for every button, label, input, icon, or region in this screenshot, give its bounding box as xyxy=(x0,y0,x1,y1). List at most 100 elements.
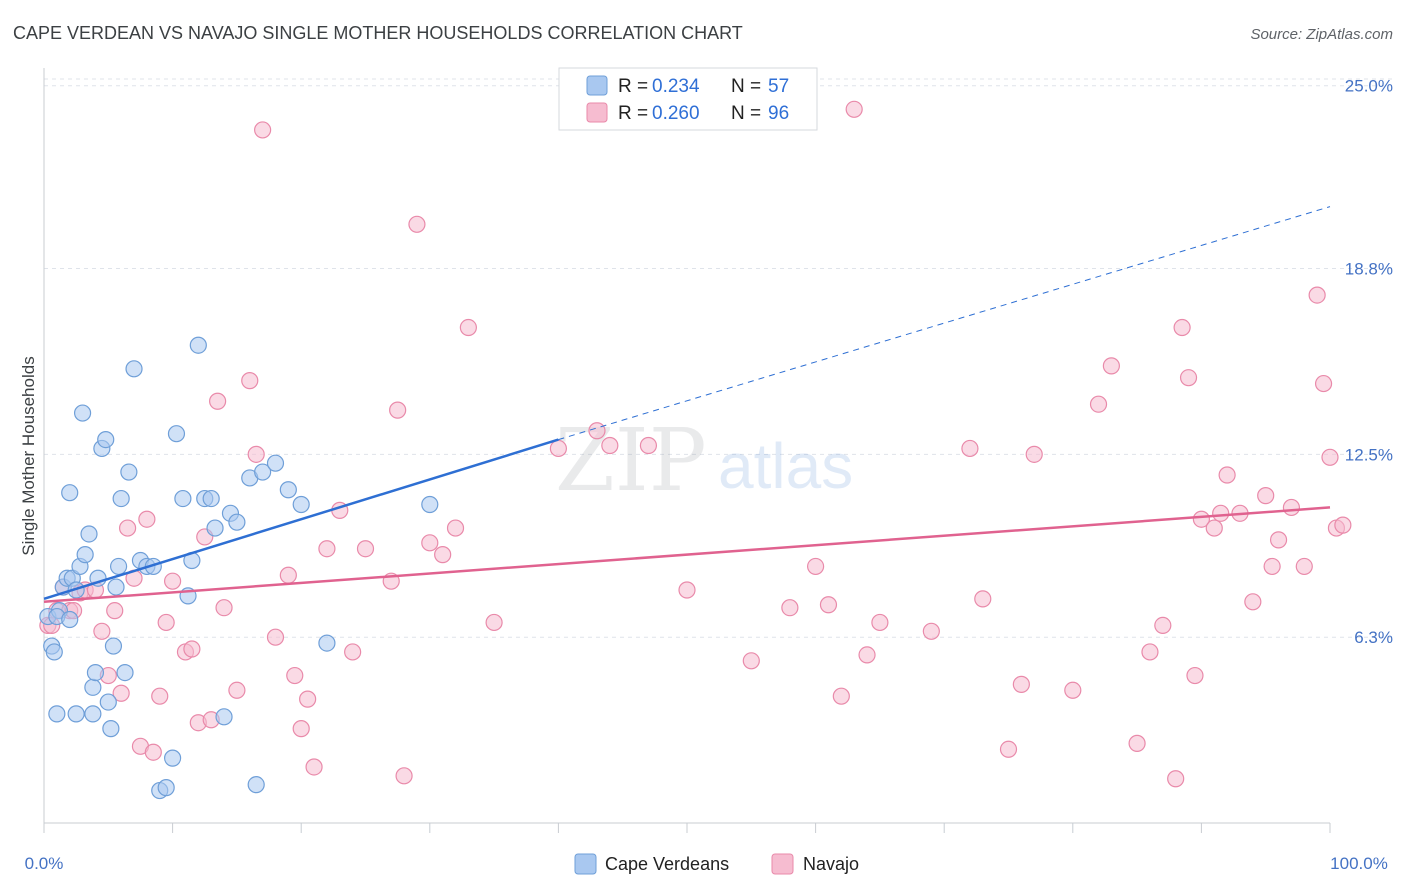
cape-verdean-point-38 xyxy=(167,425,186,443)
navajo-point-22 xyxy=(183,640,201,658)
legend-box: R = 0.234 N = 57 R = 0.260 N = 96 xyxy=(558,67,818,131)
trend-lines xyxy=(43,206,1331,604)
legend-n-value-navajo: 96 xyxy=(768,103,789,124)
navajo-point-47 xyxy=(434,546,452,564)
navajo-point-67 xyxy=(999,740,1018,758)
navajo-point-62 xyxy=(858,646,876,664)
navajo-point-27 xyxy=(215,599,233,617)
navajo-point-46 xyxy=(421,534,439,552)
navajo-point-45 xyxy=(408,215,426,233)
navajo-point-80 xyxy=(1192,510,1211,528)
cape-verdean-point-27 xyxy=(109,557,128,576)
navajo-point-18 xyxy=(151,687,169,705)
navajo-point-41 xyxy=(356,540,375,558)
cape-verdean-point-48 xyxy=(228,513,246,531)
navajo-point-20 xyxy=(164,572,182,590)
cape-verdean-point-2 xyxy=(45,643,63,661)
navajo-point-74 xyxy=(1141,643,1159,661)
navajo-point-36 xyxy=(299,690,317,708)
bottom-legend: Cape Verdeans Navajo xyxy=(574,853,859,875)
cape-verdean-trend-line xyxy=(43,438,559,601)
navajo-point-29 xyxy=(241,372,259,390)
cape-verdean-points xyxy=(39,336,439,800)
navajo-point-75 xyxy=(1154,616,1172,635)
navajo-point-72 xyxy=(1102,357,1120,375)
navajo-point-30 xyxy=(247,445,265,463)
cape-verdean-point-16 xyxy=(86,663,105,682)
y-tick-label-2: 18.8% xyxy=(1345,260,1393,279)
navajo-point-64 xyxy=(922,622,940,640)
navajo-point-55 xyxy=(678,581,696,599)
cape-verdean-point-37 xyxy=(164,749,182,767)
y-tick-label-0: 6.3% xyxy=(1354,628,1393,647)
cape-verdean-point-24 xyxy=(102,720,120,738)
cape-verdean-point-25 xyxy=(104,637,123,655)
navajo-point-19 xyxy=(157,613,175,632)
navajo-point-53 xyxy=(601,436,619,455)
navajo-trend-line xyxy=(43,506,1331,604)
legend-n-label-navajo: N = xyxy=(731,103,761,124)
legend-swatch-navajo xyxy=(586,102,608,123)
cape-verdean-trend-extension xyxy=(558,206,1331,441)
navajo-point-34 xyxy=(286,666,304,685)
navajo-point-81 xyxy=(1205,519,1223,537)
cape-verdean-point-45 xyxy=(206,519,224,537)
navajo-point-78 xyxy=(1179,369,1198,387)
navajo-point-51 xyxy=(549,439,568,458)
navajo-point-79 xyxy=(1186,666,1204,685)
navajo-point-48 xyxy=(446,519,465,537)
bottom-legend-swatch-navajo xyxy=(771,853,794,875)
navajo-point-77 xyxy=(1173,318,1191,337)
cape-verdean-point-30 xyxy=(120,463,138,481)
navajo-point-44 xyxy=(395,767,413,785)
bottom-legend-label-navajo: Navajo xyxy=(803,854,859,874)
navajo-point-52 xyxy=(588,422,606,440)
navajo-point-28 xyxy=(228,681,246,699)
navajo-point-86 xyxy=(1257,487,1275,505)
cape-verdean-point-23 xyxy=(99,693,117,711)
legend-r-value-cape: 0.234 xyxy=(652,76,700,97)
navajo-point-85 xyxy=(1244,593,1262,611)
watermark-zip: ZIP xyxy=(555,411,707,511)
navajo-point-69 xyxy=(1025,445,1043,463)
navajo-point-43 xyxy=(389,401,407,419)
navajo-point-68 xyxy=(1012,675,1030,693)
chart-title: CAPE VERDEAN VS NAVAJO SINGLE MOTHER HOU… xyxy=(13,23,743,43)
x-tick-label-left: 0.0% xyxy=(25,854,64,873)
cape-verdean-point-36 xyxy=(157,779,175,797)
legend-r-value-navajo: 0.260 xyxy=(652,103,700,124)
legend-n-label-cape: N = xyxy=(731,76,761,97)
navajo-points xyxy=(39,100,1352,788)
navajo-point-12 xyxy=(112,684,130,702)
watermark: ZIP atlas xyxy=(555,411,853,511)
cape-verdean-point-28 xyxy=(112,489,130,508)
y-tick-label-1: 12.5% xyxy=(1345,445,1393,464)
cape-verdean-point-7 xyxy=(61,484,79,502)
navajo-point-65 xyxy=(961,439,979,458)
navajo-point-59 xyxy=(819,596,838,614)
cape-verdean-point-53 xyxy=(279,481,297,499)
navajo-point-54 xyxy=(639,436,658,455)
navajo-point-32 xyxy=(266,628,285,646)
navajo-point-63 xyxy=(871,613,889,632)
navajo-point-83 xyxy=(1218,466,1236,484)
cape-verdean-point-31 xyxy=(125,360,143,378)
legend-r-label-navajo: R = xyxy=(618,103,648,124)
cape-verdean-point-22 xyxy=(97,431,115,449)
navajo-point-70 xyxy=(1064,681,1082,699)
navajo-point-31 xyxy=(254,121,272,139)
cape-verdean-point-19 xyxy=(67,705,85,723)
x-ticks xyxy=(43,823,1331,833)
legend-r-label-cape: R = xyxy=(618,76,648,97)
navajo-point-40 xyxy=(344,643,362,661)
cape-verdean-point-56 xyxy=(421,495,439,514)
navajo-point-91 xyxy=(1308,286,1326,304)
legend-swatch-cape-verdeans xyxy=(586,75,608,96)
navajo-point-90 xyxy=(1295,557,1313,576)
cape-verdean-point-54 xyxy=(292,495,310,514)
navajo-point-87 xyxy=(1263,557,1281,576)
navajo-point-66 xyxy=(974,590,992,608)
legend-n-value-cape: 57 xyxy=(768,76,789,97)
cape-verdean-point-46 xyxy=(215,708,233,726)
watermark-atlas: atlas xyxy=(718,430,853,502)
